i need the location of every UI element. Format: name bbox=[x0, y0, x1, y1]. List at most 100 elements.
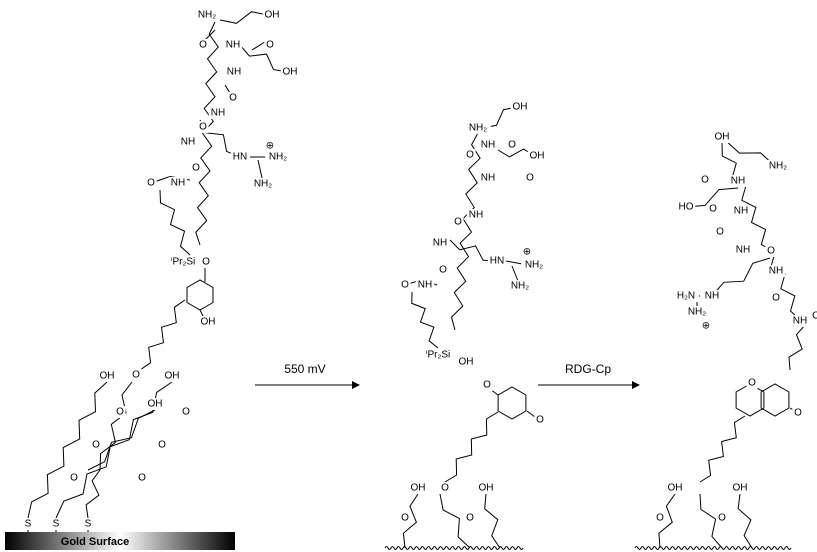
bond bbox=[658, 493, 676, 549]
atom-label: OH bbox=[283, 67, 298, 78]
bond bbox=[685, 187, 739, 208]
atom-label: O bbox=[138, 473, 146, 484]
atom-label: NH bbox=[793, 316, 807, 327]
atom-label: NH₂ bbox=[254, 179, 272, 190]
label-backdrop bbox=[673, 290, 699, 302]
label-backdrop bbox=[82, 518, 94, 530]
label-backdrop bbox=[197, 121, 209, 133]
label-backdrop bbox=[190, 162, 202, 174]
atom-label: ⊕ bbox=[523, 247, 531, 258]
atom-label: O bbox=[767, 246, 775, 257]
bond bbox=[239, 44, 289, 73]
atom-label: O bbox=[466, 150, 474, 161]
label-backdrop bbox=[700, 320, 712, 332]
label-backdrop bbox=[90, 439, 102, 451]
label-backdrop bbox=[414, 349, 462, 361]
atom-label: OH bbox=[733, 483, 748, 494]
arrowhead bbox=[632, 381, 640, 389]
label-backdrop bbox=[198, 316, 218, 328]
ring bbox=[760, 383, 790, 417]
label-backdrop bbox=[506, 139, 518, 151]
label-backdrop bbox=[136, 472, 148, 484]
atom-label: O bbox=[182, 407, 190, 418]
atom-label: O bbox=[132, 370, 140, 381]
label-backdrop bbox=[180, 406, 192, 418]
atom-label: O bbox=[716, 227, 724, 238]
label-backdrop bbox=[487, 255, 507, 267]
atom-label: O bbox=[772, 293, 780, 304]
atom-label: O bbox=[701, 175, 709, 186]
atom-label: ⊕ bbox=[266, 141, 274, 152]
atom-label: OH bbox=[148, 399, 163, 410]
bond bbox=[257, 159, 263, 179]
atom-label: NH₂ bbox=[198, 10, 216, 21]
label-backdrop bbox=[437, 264, 449, 276]
atom-label: S bbox=[25, 519, 32, 530]
atom-label: HN bbox=[490, 256, 504, 267]
atom-label: NH₂ bbox=[688, 307, 706, 318]
atom-label: ⁱPr₂Si bbox=[426, 350, 451, 361]
label-backdrop bbox=[145, 177, 157, 189]
label-backdrop bbox=[168, 177, 188, 189]
atom-label: NH bbox=[736, 245, 750, 256]
label-backdrop bbox=[790, 315, 810, 327]
label-backdrop bbox=[430, 237, 450, 249]
atom-label: NH bbox=[734, 206, 748, 217]
atom-label: O bbox=[401, 280, 409, 291]
atom-label: NH bbox=[469, 210, 483, 221]
atom-label: NH bbox=[731, 176, 745, 187]
atom-label: NH bbox=[171, 178, 185, 189]
label-backdrop bbox=[476, 482, 496, 494]
label-backdrop bbox=[746, 377, 758, 389]
atom-label: O bbox=[158, 440, 166, 451]
condition: 550 mV bbox=[284, 362, 325, 376]
label-backdrop bbox=[714, 226, 726, 238]
ring bbox=[186, 279, 214, 311]
bond bbox=[724, 139, 776, 167]
label-backdrop bbox=[262, 9, 282, 21]
atom-label: OH bbox=[265, 10, 280, 21]
atom-label: OH bbox=[411, 483, 426, 494]
label-backdrop bbox=[250, 178, 276, 190]
label-backdrop bbox=[415, 279, 435, 291]
atom-label: O bbox=[199, 40, 207, 51]
atom-label: O bbox=[656, 513, 664, 524]
label-backdrop bbox=[68, 472, 80, 484]
bond bbox=[87, 409, 156, 471]
bond bbox=[99, 381, 133, 471]
label-backdrop bbox=[654, 512, 666, 524]
atom-label: O bbox=[202, 257, 210, 268]
bond bbox=[484, 493, 501, 549]
bond bbox=[511, 265, 519, 282]
bond bbox=[699, 415, 746, 483]
atom-label: O bbox=[147, 178, 155, 189]
label-backdrop bbox=[22, 518, 34, 530]
atom-label: O bbox=[229, 93, 237, 104]
atom-label: NH bbox=[481, 173, 495, 184]
atom-label: O bbox=[526, 173, 534, 184]
atom-label: O bbox=[266, 40, 274, 51]
ring bbox=[497, 386, 527, 420]
atom-label: O bbox=[401, 513, 409, 524]
atom-label: OH bbox=[100, 371, 115, 382]
atom-label: OH bbox=[513, 102, 528, 113]
label-backdrop bbox=[665, 482, 685, 494]
label-backdrop bbox=[456, 356, 476, 368]
label-backdrop bbox=[97, 370, 117, 382]
atom-label: OH bbox=[668, 483, 683, 494]
label-backdrop bbox=[676, 201, 696, 213]
bond bbox=[699, 493, 723, 549]
atom-label: ⊕ bbox=[702, 321, 710, 332]
atom-label: O bbox=[812, 311, 817, 322]
label-backdrop bbox=[707, 203, 719, 215]
label-backdrop bbox=[510, 101, 530, 113]
atom-label: NH₂ bbox=[769, 161, 787, 172]
atom-label: O bbox=[718, 513, 726, 524]
ring bbox=[735, 383, 765, 417]
atom-label: OH bbox=[530, 151, 545, 162]
atom-label: O bbox=[794, 408, 802, 419]
bond bbox=[444, 411, 499, 483]
bond bbox=[721, 142, 801, 321]
label-backdrop bbox=[684, 306, 710, 318]
